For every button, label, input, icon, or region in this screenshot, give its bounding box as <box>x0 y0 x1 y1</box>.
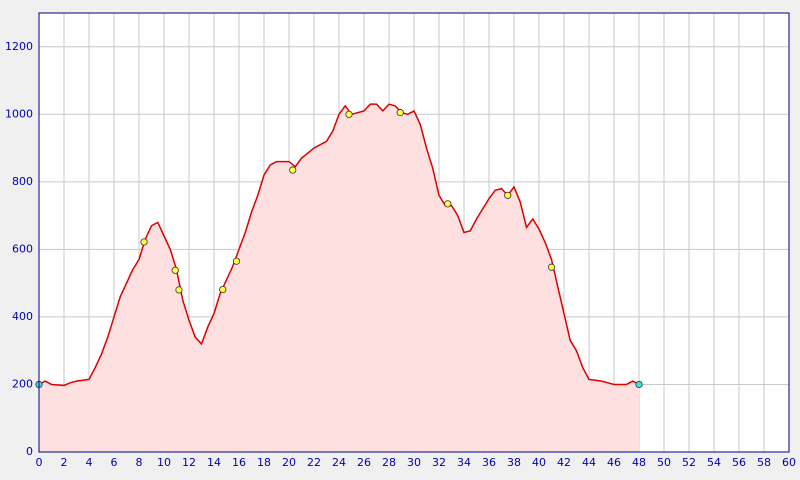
x-tick-label: 34 <box>457 456 471 469</box>
y-tick-label: 1200 <box>5 40 33 53</box>
x-tick-label: 6 <box>111 456 118 469</box>
x-tick-label: 4 <box>86 456 93 469</box>
x-tick-label: 50 <box>657 456 671 469</box>
x-tick-label: 54 <box>707 456 721 469</box>
waypoint <box>289 166 297 174</box>
y-tick-label: 0 <box>26 445 33 458</box>
x-tick-label: 26 <box>357 456 371 469</box>
x-tick-label: 32 <box>432 456 446 469</box>
waypoint <box>140 238 148 246</box>
waypoint <box>171 266 179 274</box>
x-tick-label: 18 <box>257 456 271 469</box>
x-tick-label: 22 <box>307 456 321 469</box>
y-tick-label: 400 <box>12 310 33 323</box>
x-tick-label: 44 <box>582 456 596 469</box>
x-tick-label: 20 <box>282 456 296 469</box>
x-tick-label: 16 <box>232 456 246 469</box>
plot-frame <box>38 12 790 453</box>
x-tick-label: 14 <box>207 456 221 469</box>
waypoint <box>504 191 512 199</box>
area-fill <box>39 104 639 452</box>
x-tick-label: 0 <box>36 456 43 469</box>
waypoint <box>547 263 556 271</box>
x-tick-label: 52 <box>682 456 696 469</box>
x-tick-label: 58 <box>757 456 771 469</box>
x-tick-label: 10 <box>157 456 171 469</box>
waypoint <box>219 285 227 294</box>
waypoint <box>444 200 452 208</box>
waypoint <box>396 109 404 117</box>
y-tick-label: 200 <box>12 377 33 390</box>
x-tick-label: 42 <box>557 456 571 469</box>
x-tick-label: 48 <box>632 456 646 469</box>
x-tick-label: 12 <box>182 456 196 469</box>
waypoint <box>175 286 183 294</box>
waypoint <box>345 110 353 118</box>
y-tick-label: 800 <box>12 175 33 188</box>
x-tick-label: 36 <box>482 456 496 469</box>
x-tick-label: 30 <box>407 456 421 469</box>
x-tick-label: 24 <box>332 456 346 469</box>
y-tick-label: 600 <box>12 242 33 255</box>
elevation-line <box>38 103 640 387</box>
x-tick-label: 46 <box>607 456 621 469</box>
x-tick-label: 8 <box>136 456 143 469</box>
x-tick-label: 56 <box>732 456 746 469</box>
waypoint <box>635 380 643 389</box>
x-tick-label: 60 <box>782 456 796 469</box>
x-tick-label: 28 <box>382 456 396 469</box>
waypoint <box>232 257 241 265</box>
y-tick-label: 1000 <box>5 107 33 120</box>
x-tick-label: 38 <box>507 456 521 469</box>
x-tick-label: 40 <box>532 456 546 469</box>
x-tick-label: 2 <box>61 456 68 469</box>
